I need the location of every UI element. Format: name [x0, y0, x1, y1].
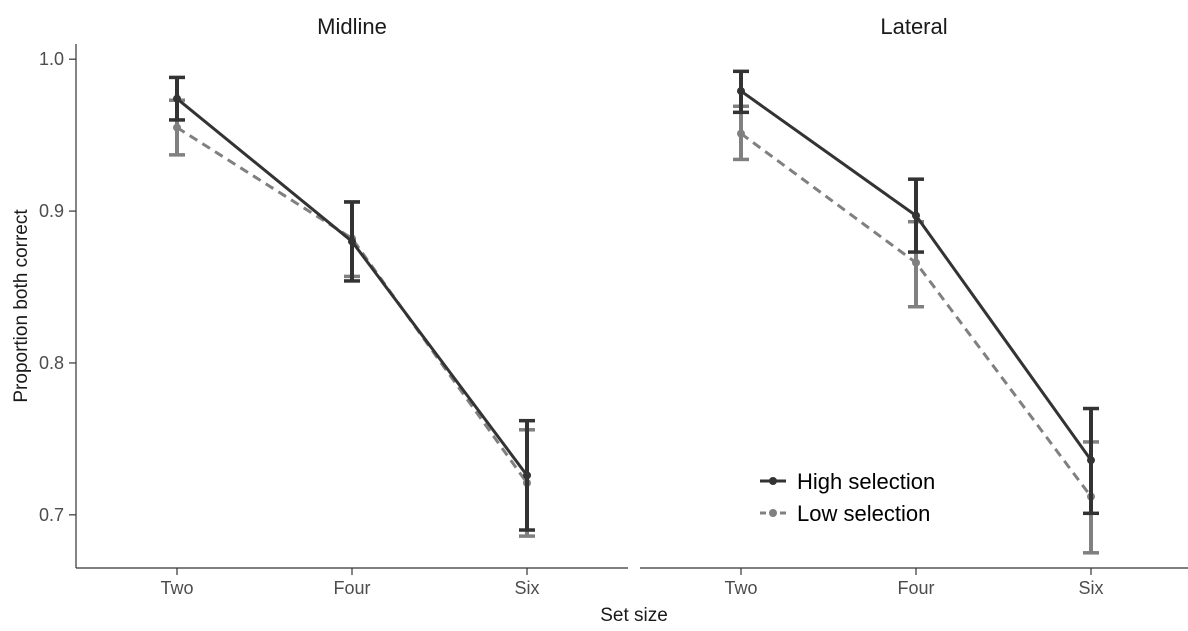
legend-label: High selection: [797, 469, 935, 494]
data-point: [1087, 456, 1095, 465]
panel-midline: Midline Two Four Six: [75, 14, 628, 598]
data-point: [912, 258, 920, 267]
legend: High selection Low selection: [760, 469, 935, 526]
series-line: [176, 126, 529, 484]
x-tick-label: Four: [897, 578, 934, 598]
series-high-selection: [733, 69, 1099, 516]
data-point: [912, 211, 920, 220]
x-tick-label: Six: [1078, 578, 1103, 598]
x-tick-label: Six: [514, 578, 539, 598]
y-tick-label: 1.0: [39, 49, 64, 69]
series-low-selection: [169, 98, 535, 538]
series-high-selection: [169, 75, 535, 532]
legend-key-point: [769, 477, 777, 485]
x-tick-label: Four: [333, 578, 370, 598]
series-line: [176, 97, 529, 477]
data-point: [348, 237, 356, 246]
legend-label: Low selection: [797, 501, 930, 526]
legend-item: Low selection: [760, 501, 930, 526]
data-point: [173, 94, 181, 103]
data-point: [737, 129, 745, 138]
panel-lateral: Lateral Two Four Six: [640, 14, 1188, 598]
data-point: [523, 471, 531, 480]
legend-key-point: [769, 509, 777, 517]
y-tick-label: 0.9: [39, 201, 64, 221]
y-axis: 0.7 0.8 0.9 1.0: [39, 49, 76, 525]
panel-title: Midline: [317, 14, 387, 39]
y-tick-label: 0.7: [39, 505, 64, 525]
x-tick-label: Two: [160, 578, 193, 598]
panel-title: Lateral: [880, 14, 947, 39]
legend-item: High selection: [760, 469, 935, 494]
y-tick-label: 0.8: [39, 353, 64, 373]
x-tick-label: Two: [724, 578, 757, 598]
data-point: [737, 87, 745, 96]
x-axis-title: Set size: [600, 605, 668, 626]
y-axis-title: Proportion both correct: [11, 209, 32, 403]
data-point: [173, 123, 181, 132]
